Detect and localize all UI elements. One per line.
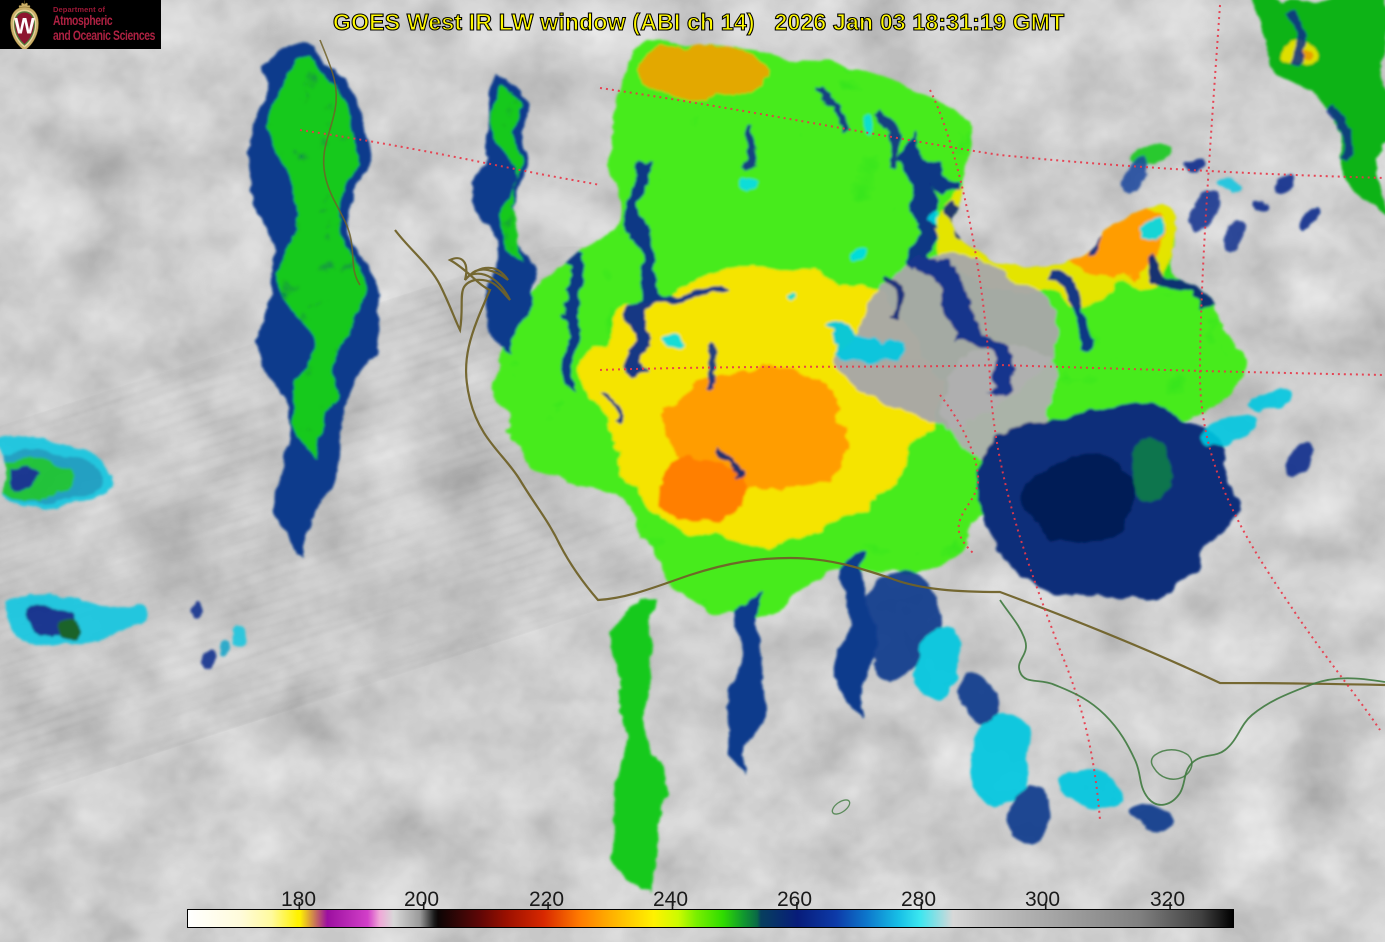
svg-text:W: W	[14, 14, 35, 39]
